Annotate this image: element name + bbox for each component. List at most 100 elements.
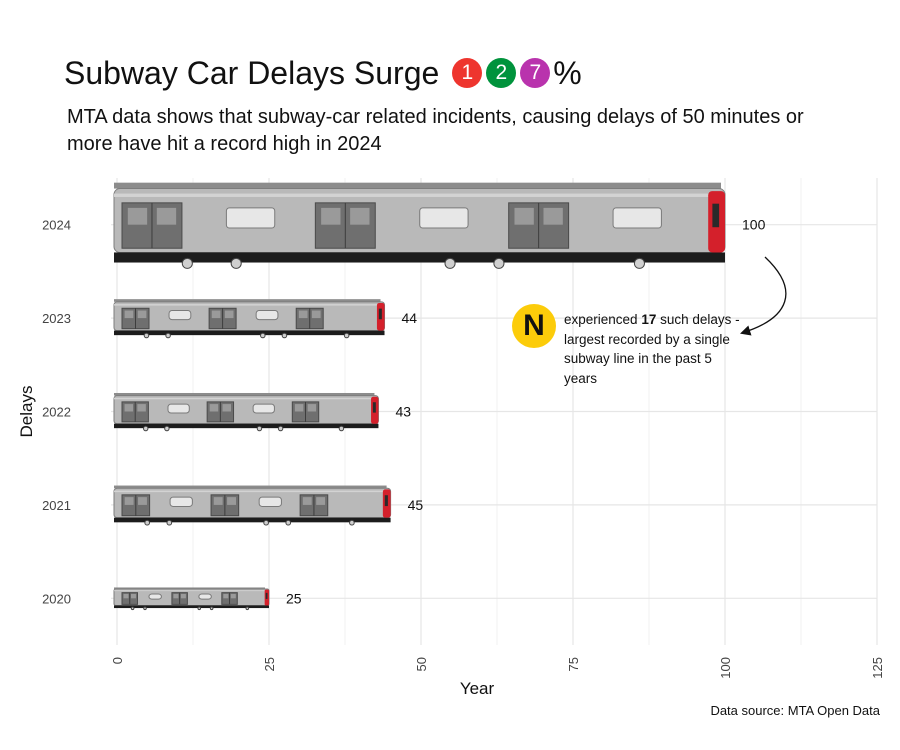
door-window	[298, 310, 308, 319]
car-wheel	[143, 425, 149, 432]
car-trim	[114, 590, 267, 592]
car-wheel	[130, 606, 135, 611]
y-tick-label: 2021	[42, 498, 71, 513]
door-window	[311, 310, 321, 319]
door-window	[173, 593, 179, 599]
car-undercarriage	[114, 517, 391, 523]
car-wheel	[263, 519, 269, 526]
door-window	[124, 404, 134, 412]
x-axis-title: Year	[460, 679, 495, 698]
bar-2024	[113, 182, 726, 269]
car-trim	[114, 193, 723, 197]
bar-2023	[113, 299, 386, 339]
car-wheel	[181, 257, 193, 269]
x-tick-label: 100	[718, 657, 733, 679]
door-window	[127, 207, 148, 225]
car-trim	[114, 397, 377, 400]
car-wheel	[493, 257, 505, 269]
car-wheel	[281, 332, 288, 339]
car-wheel	[209, 606, 214, 611]
y-tick-label: 2022	[42, 405, 71, 420]
cab-window	[378, 308, 382, 320]
car-wheel	[165, 332, 171, 339]
door-window	[350, 207, 370, 225]
car-undercarriage	[114, 423, 379, 429]
chart-title: Subway Car Delays Surge 1 2 7 %	[64, 50, 582, 96]
door-window	[124, 497, 134, 505]
door-window	[124, 310, 134, 319]
car-undercarriage	[114, 330, 385, 336]
car-wheel	[633, 257, 646, 269]
door-window	[137, 310, 147, 319]
value-label: 45	[408, 497, 424, 513]
car-wheel	[245, 606, 250, 611]
car-roof	[114, 587, 265, 589]
cab-window	[372, 402, 376, 413]
car-window	[258, 496, 282, 507]
value-label: 100	[742, 217, 766, 233]
door-window	[316, 497, 326, 505]
car-roof	[114, 182, 721, 189]
door-window	[123, 593, 129, 599]
door-window	[294, 404, 304, 412]
value-label: 25	[286, 590, 302, 606]
route-2-bullet: 2	[486, 58, 517, 88]
annotation-highlight: 17	[641, 312, 657, 327]
car-body	[113, 487, 392, 519]
door-window	[227, 497, 237, 505]
car-trim	[114, 490, 389, 493]
car-undercarriage	[114, 605, 269, 609]
door-window	[223, 593, 229, 599]
door-window	[224, 310, 234, 319]
door-window	[321, 207, 341, 225]
car-window	[167, 403, 190, 414]
car-wheel	[338, 425, 345, 432]
car-wheel	[349, 519, 355, 526]
annotation-text: experienced 17 such delays - largest rec…	[564, 310, 744, 388]
cab-window	[265, 592, 268, 599]
car-wheel	[143, 332, 150, 339]
car-wheel	[256, 425, 263, 432]
car-trim	[114, 304, 383, 306]
chart-subtitle: MTA data shows that subway-car related i…	[67, 106, 804, 155]
route-7-bullet: 7	[520, 58, 551, 88]
bar-2020	[113, 587, 270, 611]
car-window	[255, 310, 279, 321]
x-tick-label: 75	[566, 657, 581, 671]
car-wheel	[230, 257, 242, 269]
car-roof	[114, 299, 381, 302]
bar-2021	[113, 485, 392, 526]
car-wheel	[285, 519, 292, 526]
car-wheel	[197, 606, 202, 611]
x-tick-label: 25	[262, 657, 277, 671]
annotation-text-after: such delays - largest recorded by a sing…	[564, 312, 740, 386]
annotation-text-before: experienced	[564, 312, 642, 327]
car-window	[168, 310, 192, 321]
car-wheel	[166, 519, 173, 526]
door-window	[213, 497, 223, 505]
car-wheel	[144, 519, 151, 526]
door-window	[137, 404, 146, 412]
door-window	[302, 497, 312, 505]
door-window	[209, 404, 219, 412]
door-window	[156, 207, 177, 225]
car-window	[148, 593, 162, 600]
car-window	[225, 207, 276, 229]
car-wheel	[343, 332, 350, 339]
car-window	[419, 207, 469, 229]
car-wheel	[277, 425, 284, 432]
x-tick-label: 125	[870, 657, 885, 679]
route-n-bullet: N	[512, 304, 556, 348]
x-tick-label: 0	[110, 657, 125, 664]
y-tick-label: 2020	[42, 591, 71, 606]
value-label: 43	[395, 404, 411, 420]
door-window	[543, 207, 563, 225]
value-label: 44	[402, 310, 418, 326]
cab-window	[712, 203, 720, 228]
title-text: Subway Car Delays Surge	[64, 55, 440, 91]
annotation-arrow	[740, 256, 787, 336]
door-window	[211, 310, 221, 319]
door-window	[130, 593, 136, 599]
door-window	[180, 593, 186, 599]
door-window	[307, 404, 317, 412]
